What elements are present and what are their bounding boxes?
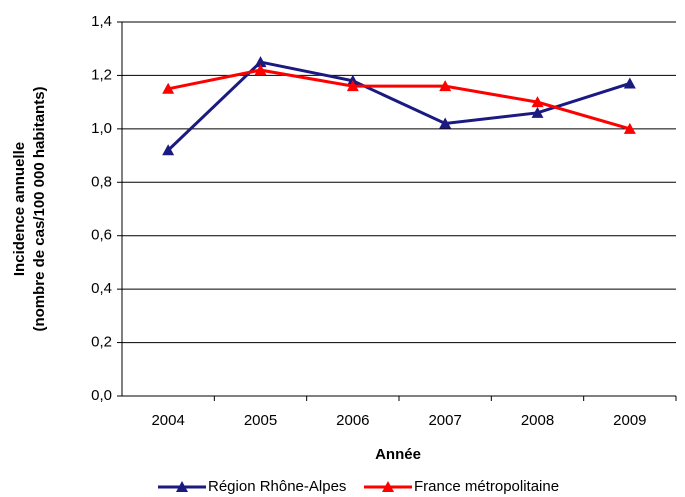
marker [254, 64, 267, 76]
y-tick-label: 0,2 [91, 334, 112, 351]
marker [439, 117, 452, 129]
x-tick-label: 2008 [521, 412, 554, 429]
series-line [167, 68, 631, 131]
marker [162, 82, 175, 94]
marker [623, 122, 636, 134]
marker [531, 106, 544, 118]
marker [346, 80, 359, 92]
y-tick-label: 0,8 [91, 173, 112, 190]
x-tick-label: 2009 [613, 412, 646, 429]
legend-marker [382, 481, 394, 492]
y-axis-title-line: (nombre de cas/100 000 habitants) [31, 86, 48, 331]
y-tick-label: 1,4 [91, 13, 112, 30]
y-tick-label: 0,0 [91, 387, 112, 404]
x-tick-label: 2006 [336, 412, 369, 429]
x-axis-title: Année [375, 446, 421, 463]
legend-label: Région Rhône-Alpes [208, 478, 346, 495]
marker [623, 77, 636, 89]
y-tick-label: 1,2 [91, 66, 112, 83]
x-tick-label: 2007 [428, 412, 461, 429]
y-tick-label: 1,0 [91, 120, 112, 137]
marker [254, 56, 267, 68]
y-tick-label: 0,4 [91, 280, 112, 297]
marker [531, 96, 544, 108]
marker [162, 144, 175, 156]
x-tick-label: 2004 [151, 412, 184, 429]
legend-label: France métropolitaine [414, 478, 559, 495]
x-tick-label: 2005 [244, 412, 277, 429]
legend-marker [176, 481, 188, 492]
y-tick-label: 0,6 [91, 227, 112, 244]
marker [439, 80, 452, 92]
y-axis-title: Incidence annuelle (nombre de cas/100 00… [11, 86, 48, 331]
y-axis-title-line: Incidence annuelle [11, 142, 28, 276]
